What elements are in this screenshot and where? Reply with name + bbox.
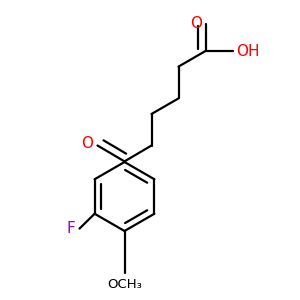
Text: O: O: [81, 136, 93, 152]
Text: OH: OH: [236, 44, 260, 59]
Text: F: F: [67, 221, 75, 236]
Text: O: O: [190, 16, 202, 32]
Text: OCH₃: OCH₃: [107, 278, 142, 291]
